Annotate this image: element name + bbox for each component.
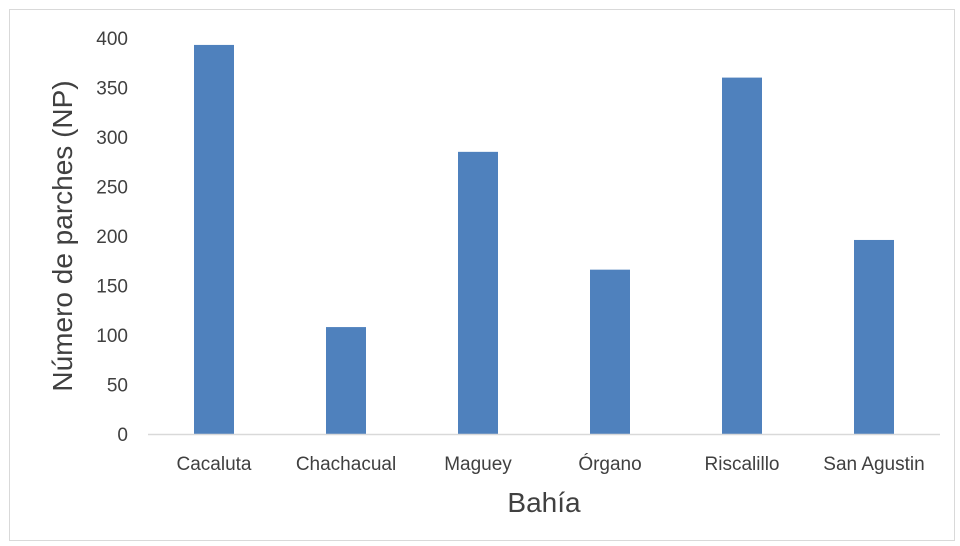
x-tick-label: Órgano (578, 453, 641, 475)
bar-maguey (458, 151, 498, 434)
bars-group (194, 44, 894, 435)
x-tick-label: Cacaluta (177, 454, 252, 475)
x-tick-labels: Cacaluta Chachacual Maguey Órgano Riscalillo… (177, 453, 925, 475)
y-tick-label: 400 (96, 29, 128, 50)
y-tick-label: 150 (96, 277, 128, 298)
y-tick-label: 300 (96, 128, 128, 149)
x-axis-title: Bahía (507, 487, 581, 518)
y-tick-labels: 0 50 100 150 200 250 300 350 400 (96, 29, 128, 446)
y-tick-label: 200 (96, 227, 128, 248)
y-tick-label: 250 (96, 178, 128, 199)
x-tick-label: Riscalillo (705, 454, 780, 475)
bar-riscalillo (722, 77, 762, 434)
y-tick-label: 350 (96, 79, 128, 100)
bar-cacaluta (194, 44, 234, 435)
x-tick-label: Maguey (444, 454, 512, 475)
y-tick-label: 100 (96, 326, 128, 347)
bar-chachacual (326, 327, 366, 434)
x-tick-label: San Agustin (823, 454, 924, 475)
x-tick-label: Chachacual (296, 454, 396, 475)
y-axis-title: Número de parches (NP) (47, 80, 78, 391)
bar-órgano (590, 269, 630, 434)
y-tick-label: 50 (107, 376, 128, 397)
y-tick-label: 0 (117, 425, 128, 446)
bar-san-agustin (854, 239, 894, 434)
